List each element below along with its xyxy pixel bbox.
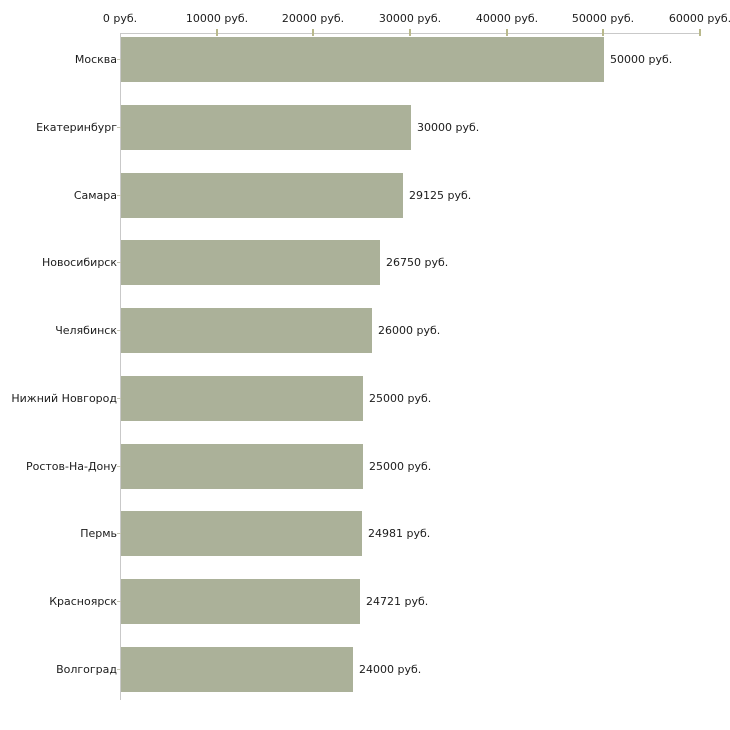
category-tick <box>117 262 121 263</box>
x-axis-tick-label: 30000 руб. <box>378 12 442 25</box>
category-tick <box>117 330 121 331</box>
category-tick <box>117 669 121 670</box>
x-axis-tick <box>216 29 218 36</box>
category-label: Волгоград <box>56 663 117 676</box>
bar <box>121 240 380 285</box>
bar <box>121 105 411 150</box>
bar <box>121 173 403 218</box>
value-label: 24721 руб. <box>366 595 429 608</box>
value-label: 26750 руб. <box>386 256 449 269</box>
category-label: Пермь <box>80 527 117 540</box>
y-axis-line <box>120 33 121 700</box>
category-label: Челябинск <box>55 324 117 337</box>
x-axis-tick <box>312 29 314 36</box>
bar <box>121 444 363 489</box>
x-axis-tick-label: 40000 руб. <box>475 12 539 25</box>
category-tick <box>117 601 121 602</box>
bar <box>121 579 360 624</box>
category-tick <box>117 59 121 60</box>
x-axis-tick <box>506 29 508 36</box>
x-axis-tick-label: 10000 руб. <box>185 12 249 25</box>
category-label: Ростов-На-Дону <box>25 460 117 473</box>
category-tick <box>117 398 121 399</box>
value-label: 29125 руб. <box>409 189 472 202</box>
value-label: 25000 руб. <box>369 460 432 473</box>
x-axis-tick-label: 0 руб. <box>102 12 138 25</box>
category-label: Нижний Новгород <box>11 392 117 405</box>
x-axis-tick-label: 50000 руб. <box>571 12 635 25</box>
value-label: 30000 руб. <box>417 121 480 134</box>
x-axis-tick <box>602 29 604 36</box>
x-axis-tick <box>699 29 701 36</box>
bar <box>121 376 363 421</box>
value-label: 50000 руб. <box>610 53 673 66</box>
value-label: 26000 руб. <box>378 324 441 337</box>
category-tick <box>117 533 121 534</box>
bar <box>121 511 362 556</box>
x-axis-tick <box>409 29 411 36</box>
category-label: Красноярск <box>49 595 117 608</box>
bar <box>121 647 353 692</box>
category-label: Самара <box>73 189 117 202</box>
category-label: Москва <box>74 53 117 66</box>
value-label: 25000 руб. <box>369 392 432 405</box>
category-label: Новосибирск <box>41 256 117 269</box>
category-tick <box>117 127 121 128</box>
category-label: Екатеринбург <box>36 121 117 134</box>
x-axis-tick-label: 20000 руб. <box>281 12 345 25</box>
category-tick <box>117 195 121 196</box>
value-label: 24981 руб. <box>368 527 431 540</box>
category-tick <box>117 466 121 467</box>
bar <box>121 37 604 82</box>
value-label: 24000 руб. <box>359 663 422 676</box>
bar <box>121 308 372 353</box>
x-axis-tick-label: 60000 руб. <box>668 12 730 25</box>
